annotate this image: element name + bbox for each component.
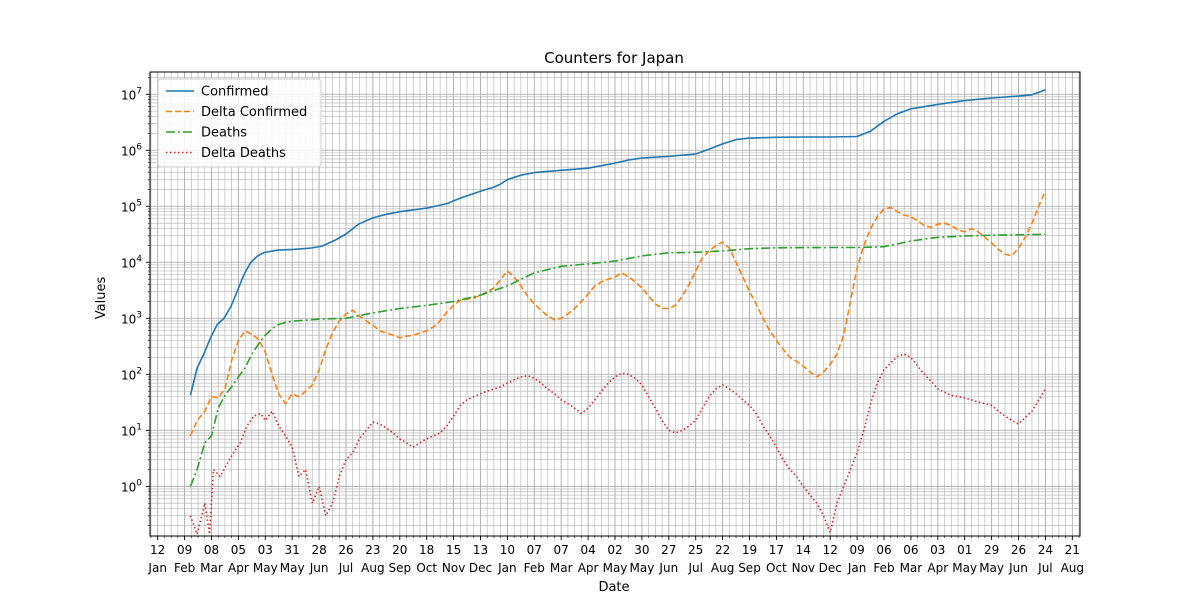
series-line-delta-deaths <box>189 353 1047 535</box>
x-tick-month: Dec <box>819 561 842 575</box>
legend-label-deaths: Deaths <box>201 126 247 141</box>
x-tick-day: 27 <box>661 543 676 557</box>
x-tick-day: 18 <box>419 543 434 557</box>
x-tick-month: Apr <box>927 561 948 575</box>
x-tick-day: 13 <box>473 543 488 557</box>
series-line-delta-confirmed <box>189 190 1047 437</box>
x-tick-day: 26 <box>338 543 353 557</box>
x-tick-month: May <box>629 561 654 575</box>
x-tick-day: 03 <box>258 543 273 557</box>
legend-label-confirmed: Confirmed <box>201 85 269 100</box>
legend-label-delta-confirmed: Delta Confirmed <box>201 105 307 120</box>
x-tick-day: 12 <box>823 543 838 557</box>
y-tick-label: 103 <box>121 310 142 326</box>
x-tick-day: 20 <box>392 543 407 557</box>
x-tick-month: Mar <box>900 561 923 575</box>
x-tick-day: 21 <box>1065 543 1080 557</box>
x-tick-day: 09 <box>849 543 864 557</box>
x-tick-month: Feb <box>174 561 195 575</box>
x-tick-month: Jan <box>497 561 517 575</box>
x-tick-day: 15 <box>446 543 461 557</box>
x-tick-day: 14 <box>796 543 811 557</box>
x-tick-month: Mar <box>200 561 223 575</box>
y-axis-label: Values <box>94 277 109 320</box>
x-tick-day: 24 <box>1038 543 1053 557</box>
y-tick-label: 105 <box>121 198 142 214</box>
x-tick-month: May <box>979 561 1004 575</box>
x-axis-label: Date <box>598 580 629 595</box>
x-tick-month: Feb <box>524 561 545 575</box>
x-tick-month: Jun <box>1008 561 1028 575</box>
x-tick-day: 26 <box>1011 543 1026 557</box>
x-tick-month: Jul <box>687 561 702 575</box>
y-tick-label: 106 <box>121 142 142 158</box>
chart-title: Counters for Japan <box>544 49 684 67</box>
x-tick-day: 17 <box>769 543 784 557</box>
y-axis: 100 101 102 103 104 105 106 107 <box>121 77 150 526</box>
x-tick-month: Sep <box>738 561 761 575</box>
x-tick-day: 10 <box>500 543 515 557</box>
x-tick-month: Nov <box>442 561 465 575</box>
x-tick-day: 12 <box>150 543 165 557</box>
x-tick-day: 04 <box>580 543 595 557</box>
x-tick-month: Jun <box>309 561 329 575</box>
y-tick-label: 100 <box>121 478 142 494</box>
x-tick-day: 31 <box>285 543 300 557</box>
legend-label-delta-deaths: Delta Deaths <box>201 146 286 161</box>
x-tick-month: Sep <box>388 561 411 575</box>
x-tick-month: Jan <box>147 561 167 575</box>
legend: Confirmed Delta Confirmed Deaths Delta Deat… <box>157 78 322 168</box>
x-tick-day: 28 <box>311 543 326 557</box>
x-tick-day: 22 <box>715 543 730 557</box>
x-tick-month: Oct <box>416 561 437 575</box>
y-tick-label: 104 <box>121 254 142 270</box>
x-tick-month: May <box>280 561 305 575</box>
x-tick-day: 05 <box>231 543 246 557</box>
series-line-deaths <box>189 233 1046 487</box>
x-tick-day: 07 <box>554 543 569 557</box>
x-tick-month: Dec <box>469 561 492 575</box>
x-tick-day: 19 <box>742 543 757 557</box>
x-tick-day: 29 <box>984 543 999 557</box>
x-tick-day: 03 <box>930 543 945 557</box>
x-tick-month: May <box>603 561 628 575</box>
x-tick-month: Jul <box>338 561 353 575</box>
x-tick-month: Aug <box>361 561 384 575</box>
x-tick-day: 02 <box>607 543 622 557</box>
x-tick-day: 01 <box>957 543 972 557</box>
x-tick-day: 25 <box>688 543 703 557</box>
y-tick-label: 107 <box>121 86 142 102</box>
x-tick-month: May <box>952 561 977 575</box>
x-axis: 12 Jan 09 Feb 08 Mar 05 Apr 03 May 31 May 28 Jun 26 Jul… <box>147 536 1084 575</box>
x-tick-month: Aug <box>711 561 734 575</box>
x-tick-day: 06 <box>876 543 891 557</box>
x-tick-day: 30 <box>634 543 649 557</box>
x-tick-month: Oct <box>766 561 787 575</box>
x-tick-day: 06 <box>903 543 918 557</box>
x-tick-month: Nov <box>792 561 815 575</box>
x-tick-month: Mar <box>550 561 573 575</box>
x-tick-month: Jun <box>658 561 678 575</box>
series-line-confirmed <box>189 89 1046 396</box>
x-tick-month: Jan <box>847 561 867 575</box>
x-tick-day: 07 <box>527 543 542 557</box>
y-tick-label: 102 <box>121 366 142 382</box>
y-tick-label: 101 <box>121 422 142 438</box>
series-lines <box>189 89 1047 535</box>
x-tick-month: Feb <box>873 561 894 575</box>
x-tick-day: 08 <box>204 543 219 557</box>
x-tick-month: Apr <box>228 561 249 575</box>
x-tick-month: Apr <box>578 561 599 575</box>
grid <box>150 72 1080 536</box>
legend-box <box>157 78 322 168</box>
x-tick-month: Aug <box>1061 561 1084 575</box>
x-tick-day: 23 <box>365 543 380 557</box>
x-tick-day: 09 <box>177 543 192 557</box>
x-tick-month: Jul <box>1037 561 1052 575</box>
x-tick-month: May <box>253 561 278 575</box>
